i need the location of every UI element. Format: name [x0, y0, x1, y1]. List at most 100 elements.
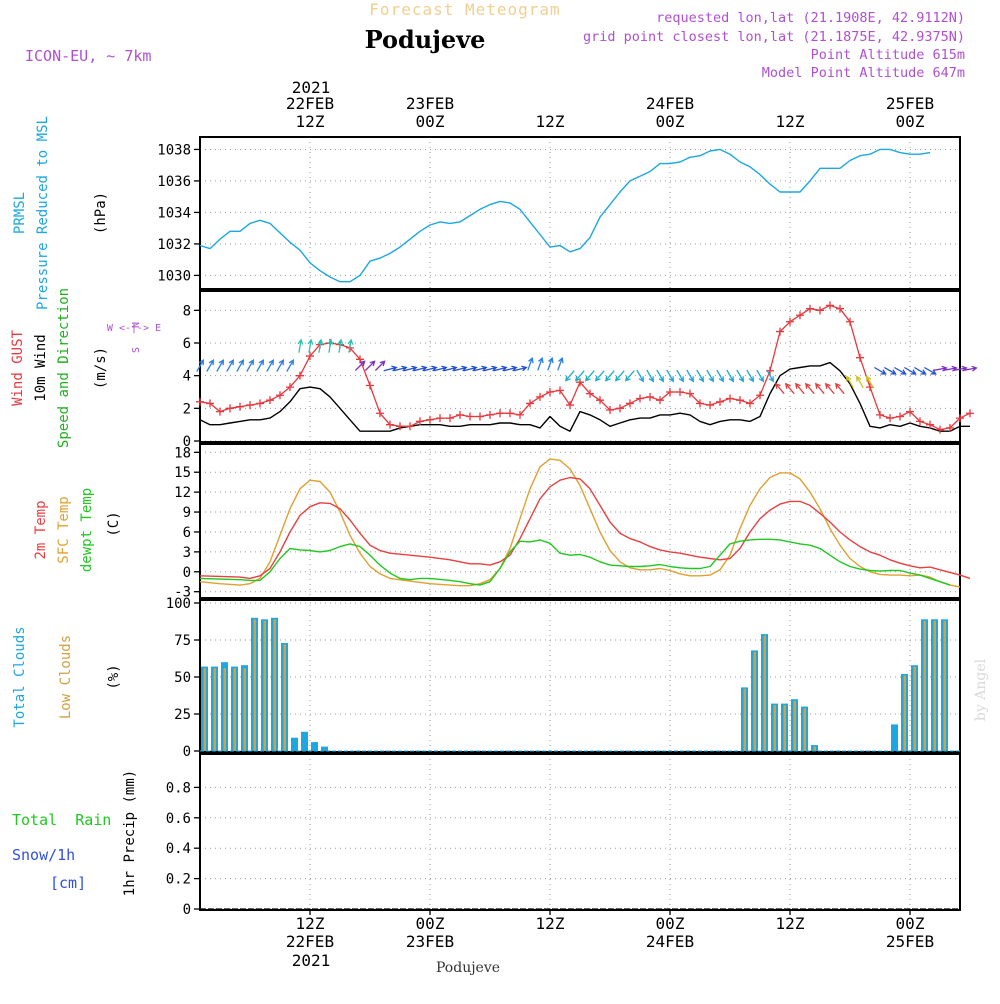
- temp-label-dewpt: dewpt Temp: [79, 488, 95, 572]
- precip-unit: 1hr Precip (mm): [122, 770, 138, 896]
- low-cloud-bar: [773, 705, 776, 751]
- gust-marker: [676, 388, 684, 396]
- wind-arrow: [794, 382, 805, 395]
- top-year-label: 2021: [292, 78, 331, 97]
- wind-arrow: [327, 338, 334, 353]
- wind-gust-line: [199, 304, 971, 431]
- wind-arrow: [804, 382, 815, 395]
- top-hour-label: 12Z: [536, 112, 565, 131]
- low-cloud-bar: [203, 668, 206, 751]
- wind-arrow: [584, 370, 595, 382]
- cloud-label-total: Total Clouds: [12, 626, 28, 727]
- gust-marker: [536, 392, 544, 401]
- wind-arrow: [297, 338, 304, 353]
- gust-marker: [656, 396, 664, 405]
- bottom-date-label: 24FEB: [646, 932, 694, 951]
- gust-marker: [856, 353, 864, 362]
- gust-marker: [846, 317, 854, 326]
- y-tick-label: 0: [183, 565, 191, 581]
- wind-arrow: [453, 365, 468, 372]
- wind-arrow: [286, 359, 294, 372]
- gust-marker: [516, 410, 524, 419]
- wind-10m-line: [199, 361, 970, 432]
- y-tick-label: 18: [174, 445, 191, 461]
- pressure-unit: (hPa): [93, 192, 109, 234]
- cloud-unit: (%): [106, 664, 122, 689]
- wind-direction-arrows: [196, 338, 978, 395]
- dewpt-temp-line: [199, 538, 951, 586]
- low-cloud-bar: [943, 620, 946, 751]
- gust-marker: [256, 399, 264, 408]
- compass-north: N: [131, 322, 142, 328]
- top-hour-label: 00Z: [416, 112, 445, 131]
- gust-marker: [786, 317, 794, 326]
- wind-label-10m: 10m Wind: [33, 334, 49, 401]
- bottom-date-label: 25FEB: [886, 932, 934, 951]
- total-cloud-bar: [891, 724, 898, 751]
- gust-marker: [916, 417, 924, 426]
- gust-marker: [526, 399, 534, 408]
- gust-marker: [236, 402, 244, 411]
- bottom-date-label: 23FEB: [406, 932, 454, 951]
- gust-marker: [446, 414, 454, 423]
- gust-marker: [486, 410, 494, 419]
- wind-arrow: [746, 369, 754, 383]
- wind-arrow: [403, 365, 418, 372]
- wind-arrow: [537, 356, 544, 371]
- low-cloud-bar: [793, 700, 796, 751]
- total-cloud-bar: [321, 746, 328, 751]
- wind-arrow: [636, 369, 644, 383]
- gust-marker: [696, 399, 704, 408]
- wind-arrow: [894, 366, 907, 375]
- y-tick-label: 0.4: [166, 841, 191, 857]
- bottom-hour-label: 00Z: [416, 914, 445, 933]
- wind-arrow: [443, 365, 458, 372]
- bottom-hour-label: 12Z: [776, 914, 805, 933]
- precip-labels: Total Rain Snow/1h [cm] 1hr Precip (mm): [12, 770, 138, 896]
- gust-marker: [606, 405, 614, 414]
- station-title: Podujeve: [365, 25, 486, 54]
- y-tick-label: 12: [174, 485, 191, 501]
- wind-arrow: [914, 366, 927, 375]
- wind-arrow: [206, 359, 214, 372]
- sfc-temp-line: [199, 458, 961, 588]
- temp-label-2m: 2m Temp: [33, 500, 49, 559]
- gust-marker: [216, 407, 224, 416]
- total-cloud-bar: [301, 731, 308, 751]
- wind-arrow: [696, 369, 704, 383]
- top-date-label: 25FEB: [886, 94, 934, 113]
- gust-marker: [716, 397, 724, 406]
- model-altitude: Model Point Altitude 647m: [762, 65, 965, 81]
- y-tick-label: 50: [174, 670, 191, 686]
- low-cloud-bar: [813, 746, 816, 751]
- gust-marker: [926, 420, 934, 429]
- gust-marker: [476, 412, 484, 421]
- gust-marker: [286, 383, 294, 392]
- gust-marker: [366, 381, 374, 390]
- gust-marker: [596, 396, 604, 405]
- bottom-hour-label: 00Z: [656, 914, 685, 933]
- gust-marker: [406, 422, 414, 431]
- y-tick-label: 15: [174, 465, 191, 481]
- low-cloud-bar: [753, 651, 756, 751]
- low-cloud-bar: [923, 620, 926, 751]
- low-cloud-bar: [933, 620, 936, 751]
- top-hour-label: 12Z: [776, 112, 805, 131]
- gust-marker: [306, 352, 314, 361]
- wind-arrow: [393, 365, 408, 372]
- gust-marker: [616, 404, 624, 413]
- y-tick-label: 1030: [157, 268, 191, 284]
- gust-marker: [586, 389, 594, 398]
- wind-arrow: [433, 365, 448, 372]
- temperature-panel: -3 0 3 6 9 12 15 18: [174, 443, 961, 601]
- low-cloud-bar: [913, 666, 916, 751]
- wind-arrow: [614, 370, 625, 382]
- credit-watermark: by Angel: [973, 658, 989, 721]
- wind-arrow: [513, 365, 528, 372]
- gust-marker: [496, 409, 504, 418]
- wind-arrow: [527, 356, 534, 371]
- gust-marker: [626, 399, 634, 408]
- top-hour-label: 12Z: [296, 112, 325, 131]
- wind-arrow: [686, 369, 694, 383]
- wind-arrow: [216, 359, 224, 372]
